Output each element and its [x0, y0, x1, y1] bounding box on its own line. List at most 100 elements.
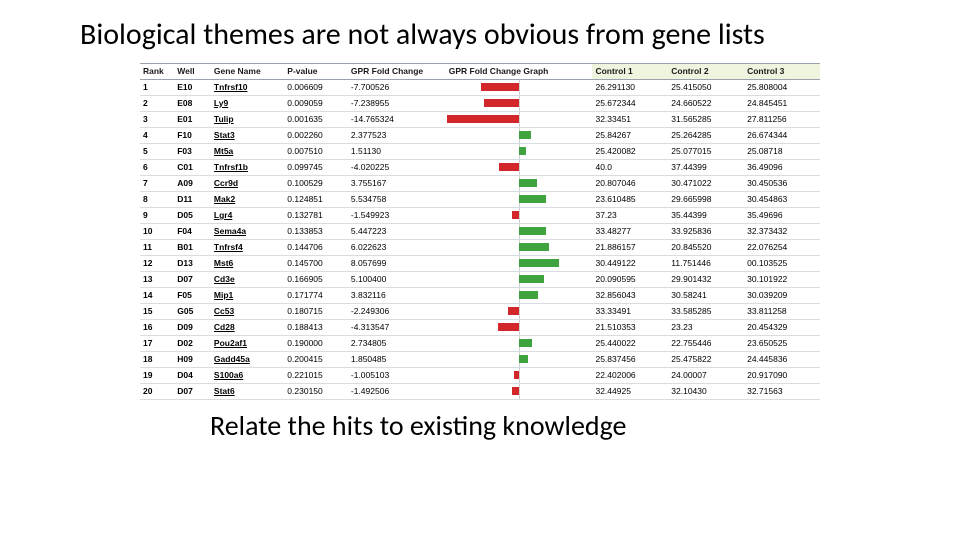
- cell-well: D07: [174, 383, 211, 399]
- col-well[interactable]: Well: [174, 63, 211, 79]
- col-c2[interactable]: Control 2: [668, 63, 744, 79]
- col-c3[interactable]: Control 3: [744, 63, 820, 79]
- cell-fc: 2.734805: [348, 335, 446, 351]
- cell-c2: 24.00007: [668, 367, 744, 383]
- cell-gene[interactable]: S100a6: [211, 367, 284, 383]
- cell-c1: 20.807046: [592, 175, 668, 191]
- cell-fc: 1.850485: [348, 351, 446, 367]
- table-row: 20D07Stat60.230150-1.49250632.4492532.10…: [140, 383, 820, 399]
- cell-c2: 25.077015: [668, 143, 744, 159]
- cell-graph: [446, 95, 593, 111]
- cell-graph: [446, 383, 593, 399]
- col-fc[interactable]: GPR Fold Change: [348, 63, 446, 79]
- cell-pval: 0.002260: [284, 127, 348, 143]
- cell-pval: 0.100529: [284, 175, 348, 191]
- cell-pval: 0.190000: [284, 335, 348, 351]
- table-row: 8D11Mak20.1248515.53475823.61048529.6659…: [140, 191, 820, 207]
- cell-rank: 20: [140, 383, 174, 399]
- col-graph[interactable]: GPR Fold Change Graph: [446, 63, 593, 79]
- cell-graph: [446, 335, 593, 351]
- cell-rank: 11: [140, 239, 174, 255]
- cell-c2: 35.44399: [668, 207, 744, 223]
- cell-c1: 21.886157: [592, 239, 668, 255]
- cell-c1: 32.44925: [592, 383, 668, 399]
- cell-well: F04: [174, 223, 211, 239]
- cell-pval: 0.007510: [284, 143, 348, 159]
- cell-graph: [446, 191, 593, 207]
- cell-gene[interactable]: Mst6: [211, 255, 284, 271]
- cell-rank: 15: [140, 303, 174, 319]
- cell-rank: 16: [140, 319, 174, 335]
- cell-c3: 20.917090: [744, 367, 820, 383]
- col-gene[interactable]: Gene Name: [211, 63, 284, 79]
- cell-pval: 0.124851: [284, 191, 348, 207]
- table-row: 19D04S100a60.221015-1.00510322.40200624.…: [140, 367, 820, 383]
- cell-fc: 3.755167: [348, 175, 446, 191]
- cell-gene[interactable]: Tulip: [211, 111, 284, 127]
- cell-gene[interactable]: Mak2: [211, 191, 284, 207]
- cell-fc: 6.022623: [348, 239, 446, 255]
- bar-positive: [519, 339, 532, 347]
- bar-positive: [519, 291, 538, 299]
- cell-rank: 18: [140, 351, 174, 367]
- cell-gene[interactable]: Gadd45a: [211, 351, 284, 367]
- cell-well: D07: [174, 271, 211, 287]
- col-rank[interactable]: Rank: [140, 63, 174, 79]
- cell-rank: 1: [140, 79, 174, 95]
- cell-c3: 24.845451: [744, 95, 820, 111]
- cell-gene[interactable]: Mt5a: [211, 143, 284, 159]
- col-c1[interactable]: Control 1: [592, 63, 668, 79]
- cell-pval: 0.133853: [284, 223, 348, 239]
- cell-c3: 23.650525: [744, 335, 820, 351]
- cell-gene[interactable]: Cd28: [211, 319, 284, 335]
- table-row: 1E10Tnfrsf100.006609-7.70052626.29113025…: [140, 79, 820, 95]
- cell-gene[interactable]: Stat6: [211, 383, 284, 399]
- bar-negative: [498, 323, 519, 331]
- table-row: 13D07Cd3e0.1669055.10040020.09059529.901…: [140, 271, 820, 287]
- table-row: 16D09Cd280.188413-4.31354721.51035323.23…: [140, 319, 820, 335]
- cell-c2: 24.660522: [668, 95, 744, 111]
- cell-c1: 25.84267: [592, 127, 668, 143]
- cell-c1: 25.837456: [592, 351, 668, 367]
- cell-gene[interactable]: Ccr9d: [211, 175, 284, 191]
- col-pval[interactable]: P-value: [284, 63, 348, 79]
- cell-gene[interactable]: Tnfrsf4: [211, 239, 284, 255]
- cell-gene[interactable]: Stat3: [211, 127, 284, 143]
- table-row: 2E08Ly90.009059-7.23895525.67234424.6605…: [140, 95, 820, 111]
- table-row: 12D13Mst60.1457008.05769930.44912211.751…: [140, 255, 820, 271]
- cell-rank: 9: [140, 207, 174, 223]
- cell-rank: 14: [140, 287, 174, 303]
- cell-graph: [446, 223, 593, 239]
- cell-graph: [446, 159, 593, 175]
- cell-graph: [446, 79, 593, 95]
- cell-gene[interactable]: Sema4a: [211, 223, 284, 239]
- cell-well: E08: [174, 95, 211, 111]
- cell-c3: 32.71563: [744, 383, 820, 399]
- table-row: 9D05Lgr40.132781-1.54992337.2335.4439935…: [140, 207, 820, 223]
- cell-fc: 3.832116: [348, 287, 446, 303]
- table-row: 10F04Sema4a0.1338535.44722333.4827733.92…: [140, 223, 820, 239]
- cell-well: F05: [174, 287, 211, 303]
- cell-gene[interactable]: Cc53: [211, 303, 284, 319]
- cell-c2: 33.925836: [668, 223, 744, 239]
- cell-c3: 26.674344: [744, 127, 820, 143]
- slide-title: Biological themes are not always obvious…: [80, 18, 900, 53]
- cell-pval: 0.180715: [284, 303, 348, 319]
- cell-pval: 0.009059: [284, 95, 348, 111]
- cell-gene[interactable]: Tnfrsf1b: [211, 159, 284, 175]
- cell-c2: 29.665998: [668, 191, 744, 207]
- cell-gene[interactable]: Lgr4: [211, 207, 284, 223]
- cell-fc: -1.005103: [348, 367, 446, 383]
- cell-well: D05: [174, 207, 211, 223]
- cell-c2: 29.901432: [668, 271, 744, 287]
- cell-c2: 32.10430: [668, 383, 744, 399]
- cell-pval: 0.132781: [284, 207, 348, 223]
- table-header-row: RankWellGene NameP-valueGPR Fold ChangeG…: [140, 63, 820, 79]
- cell-gene[interactable]: Pou2af1: [211, 335, 284, 351]
- bar-negative: [499, 163, 519, 171]
- cell-gene[interactable]: Cd3e: [211, 271, 284, 287]
- cell-gene[interactable]: Ly9: [211, 95, 284, 111]
- bar-negative: [508, 307, 519, 315]
- cell-gene[interactable]: Mip1: [211, 287, 284, 303]
- cell-gene[interactable]: Tnfrsf10: [211, 79, 284, 95]
